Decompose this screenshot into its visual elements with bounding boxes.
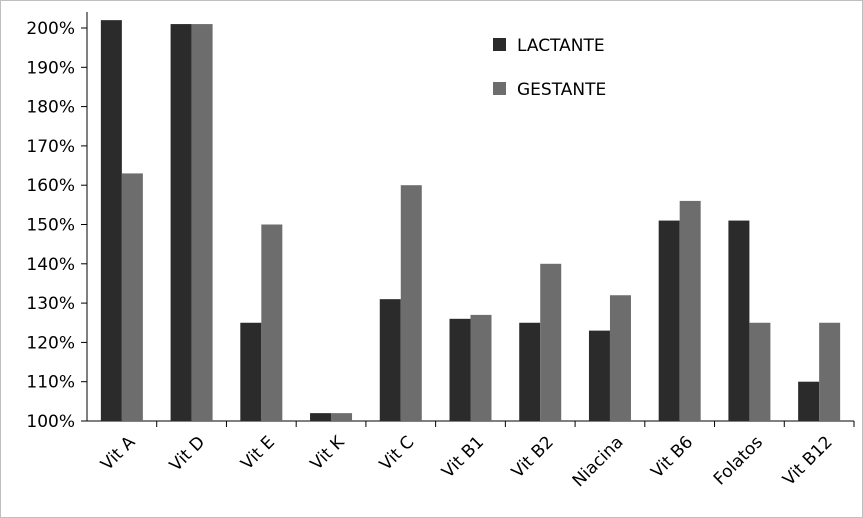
y-tick-label: 140% [26,255,75,275]
x-tick-label: Vit B6 [647,432,697,482]
bar-lactante [240,322,262,421]
bar-gestante [819,322,841,421]
bar-lactante [658,220,680,421]
bar-gestante [191,24,213,421]
y-tick-label: 190% [26,58,75,78]
x-tick-label: Vit B1 [438,432,488,482]
bar-lactante [588,330,610,421]
bar-gestante [470,314,492,421]
y-tick-label: 120% [26,333,75,353]
bar-lactante [310,413,332,421]
x-tick-label: Vit A [97,432,139,474]
bar-gestante [609,295,631,421]
x-tick-label: Vit B2 [508,432,558,482]
bar-gestante [400,185,422,421]
bar-gestante [540,263,562,421]
bar-lactante [519,322,541,421]
y-axis: 100% 110% 120% 130% 140% 150% 160% 170% 180% 190%… [26,12,88,432]
bar-gestante [749,322,771,421]
legend: LACTANTE GESTANTE [493,36,606,100]
x-tick-label: Vit E [237,432,279,474]
bar-gestante [679,200,701,421]
bar-gestante [331,413,353,421]
bar-lactante [798,381,820,421]
bar-gestante [261,224,283,421]
bar-lactante [379,299,401,421]
x-tick-label: Vit D [166,432,209,475]
bar-lactante [449,318,471,421]
legend-label-lactante: LACTANTE [517,36,605,56]
legend-swatch-gestante [493,82,506,95]
legend-label-gestante: GESTANTE [517,80,606,100]
bars [100,20,841,421]
x-tick-label: Vit C [376,432,418,474]
y-tick-label: 170% [26,137,75,157]
legend-swatch-lactante [493,38,506,51]
bar-lactante [728,220,750,421]
bar-gestante [121,173,143,421]
y-tick-label: 200% [26,19,75,39]
y-tick-label: 110% [26,373,75,393]
bar-lactante [170,24,192,421]
x-tick-label: Vit B12 [779,432,837,490]
x-axis: Vit A Vit D Vit E Vit K Vit C Vit B1 Vit B2 Nia… [87,420,855,491]
y-tick-label: 160% [26,176,75,196]
y-tick-label: 100% [26,412,75,432]
x-tick-label: Niacina [569,432,628,491]
y-tick-label: 180% [26,98,75,118]
x-tick-label: Folatos [710,432,767,489]
x-tick-label: Vit K [307,432,349,474]
bar-lactante [100,20,122,421]
y-tick-label: 150% [26,216,75,236]
y-tick-label: 130% [26,294,75,314]
